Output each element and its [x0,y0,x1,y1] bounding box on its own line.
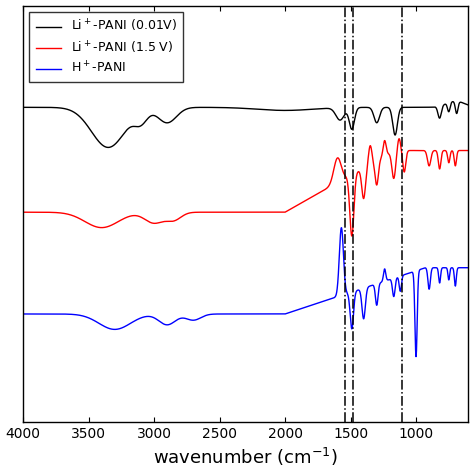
Li$^+$-PANI (1.5 V) [465,148,471,154]
H$^+$-PANI [98,321,103,327]
Line: H$^+$-PANI: H$^+$-PANI [23,228,468,356]
Li$^+$-PANI (1.5 V) [457,148,463,154]
Li$^+$-PANI (0.01V) [191,105,197,110]
H$^+$-PANI [409,269,415,275]
Li$^+$-PANI (0.01V) [465,102,471,108]
Li$^+$-PANI (0.01V) [210,105,216,110]
Li$^+$-PANI (0.01V) [20,104,26,110]
H$^+$-PANI [465,265,471,271]
Li$^+$-PANI (1.5 V) [98,225,103,230]
X-axis label: wavenumber (cm$^{-1}$): wavenumber (cm$^{-1}$) [154,447,338,468]
Line: Li$^+$-PANI (1.5 V): Li$^+$-PANI (1.5 V) [23,139,468,236]
Li$^+$-PANI (0.01V) [450,99,456,104]
Li$^+$-PANI (0.01V) [105,145,111,150]
Li$^+$-PANI (0.01V) [457,100,463,105]
H$^+$-PANI [457,265,463,271]
Legend: Li$^+$-PANI (0.01V), Li$^+$-PANI (1.5 V), H$^+$-PANI: Li$^+$-PANI (0.01V), Li$^+$-PANI (1.5 V)… [29,12,183,82]
Li$^+$-PANI (1.5 V) [20,210,26,215]
Li$^+$-PANI (1.5 V) [71,213,77,219]
H$^+$-PANI [413,354,419,359]
Li$^+$-PANI (0.01V) [71,109,77,115]
Li$^+$-PANI (1.5 V) [396,136,402,142]
H$^+$-PANI [20,311,26,317]
H$^+$-PANI [71,312,77,318]
H$^+$-PANI [191,318,197,323]
H$^+$-PANI [210,311,216,317]
H$^+$-PANI [338,225,344,230]
Li$^+$-PANI (1.5 V) [210,210,216,215]
Li$^+$-PANI (0.01V) [409,104,415,110]
Li$^+$-PANI (1.5 V) [349,233,355,239]
Line: Li$^+$-PANI (0.01V): Li$^+$-PANI (0.01V) [23,101,468,147]
Li$^+$-PANI (1.5 V) [409,148,415,154]
Li$^+$-PANI (1.5 V) [191,210,197,215]
Li$^+$-PANI (0.01V) [98,140,103,146]
